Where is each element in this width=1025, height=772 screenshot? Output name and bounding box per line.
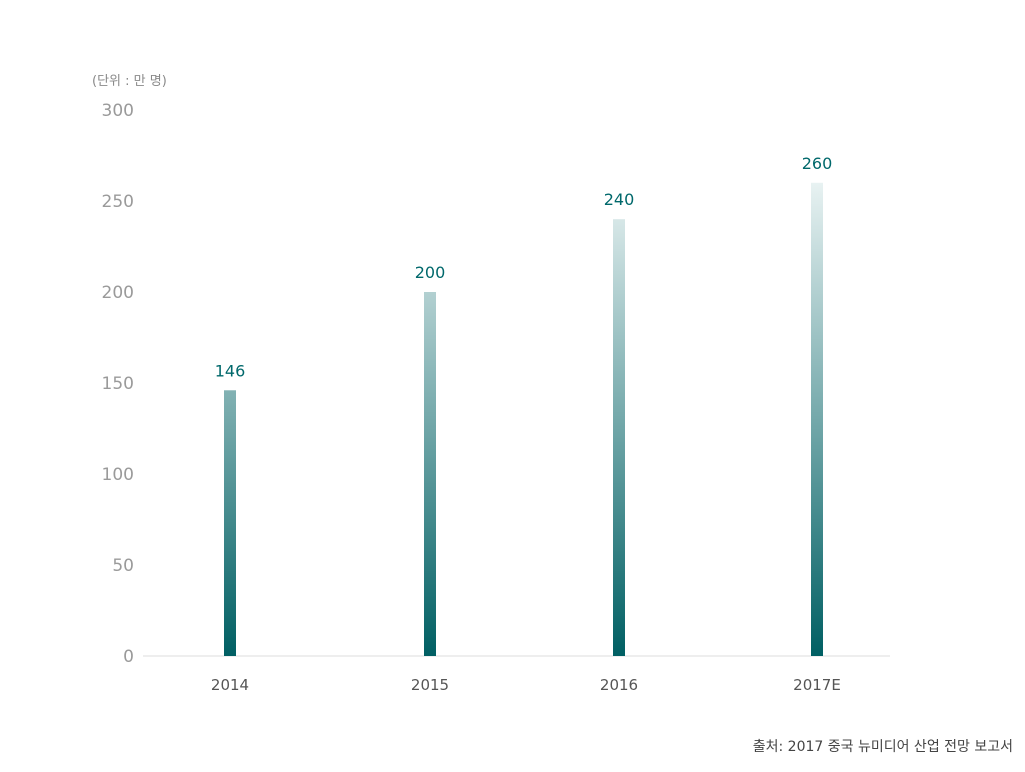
unit-label: (단위 : 만 명) (92, 74, 167, 89)
y-tick-label: 100 (102, 465, 134, 485)
y-tick-label: 300 (102, 101, 134, 121)
value-label: 240 (604, 190, 635, 209)
y-tick-label: 150 (102, 374, 134, 394)
bar-2017e (811, 182, 823, 657)
category-label: 2014 (211, 676, 249, 694)
category-label: 2015 (411, 676, 449, 694)
y-tick-label: 50 (112, 556, 134, 576)
y-tick-label: 250 (102, 192, 134, 212)
value-label: 200 (415, 263, 446, 282)
category-label: 2017E (793, 676, 841, 694)
y-tick-label: 0 (123, 647, 134, 667)
source-note: 출처: 2017 중국 뉴미디어 산업 전망 보고서 (752, 739, 1013, 755)
category-label: 2016 (600, 676, 638, 694)
bar-2014 (224, 390, 236, 656)
value-label: 260 (802, 154, 833, 173)
bar-2015 (424, 292, 436, 656)
bar-2016 (613, 219, 625, 656)
value-label: 146 (215, 361, 246, 380)
y-tick-label: 200 (102, 283, 134, 303)
